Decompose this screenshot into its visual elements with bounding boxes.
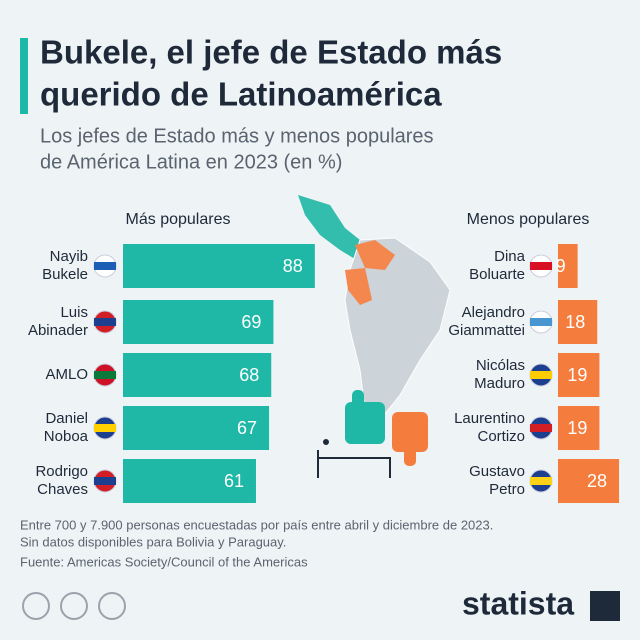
bar xyxy=(558,300,598,344)
value-label: 88 xyxy=(283,256,303,276)
bar xyxy=(123,406,270,450)
category-label: Dina Boluarte xyxy=(469,248,526,283)
flag-band xyxy=(530,318,552,326)
category-label: Laurentino Cortizo xyxy=(454,410,525,445)
title-line: Bukele, el jefe de Estado más xyxy=(40,34,502,71)
license-icons xyxy=(22,592,126,620)
value-label: 28 xyxy=(587,471,607,491)
bar xyxy=(558,244,578,288)
category-label: Alejandro Giammattei xyxy=(448,304,525,339)
thumbs-icon xyxy=(317,390,428,478)
map xyxy=(298,195,451,421)
category-label: AMLO xyxy=(45,366,88,383)
bar xyxy=(558,406,600,450)
accent-bar xyxy=(20,38,28,114)
flag-band xyxy=(94,424,116,432)
value-label: 19 xyxy=(567,365,587,385)
value-label: 68 xyxy=(239,365,259,385)
flag-band xyxy=(94,477,116,485)
flag-band xyxy=(530,371,552,379)
brand-logo xyxy=(590,591,620,621)
value-label: 9 xyxy=(556,256,566,276)
bar xyxy=(558,459,620,503)
source: Fuente: Americas Society/Council of the … xyxy=(20,554,308,569)
value-label: 69 xyxy=(241,312,261,332)
note: Sin datos disponibles para Bolivia y Par… xyxy=(20,534,286,549)
bar xyxy=(123,244,315,288)
flag-band xyxy=(530,262,552,270)
value-label: 19 xyxy=(567,418,587,438)
subtitle-line: de América Latina en 2023 (en %) xyxy=(40,151,342,173)
bar xyxy=(123,353,272,397)
chart-title: Menos populares xyxy=(467,211,590,228)
brand: statista xyxy=(462,585,574,621)
title-line: querido de Latinoamérica xyxy=(40,76,442,113)
category-label: Nayib Bukele xyxy=(42,248,88,283)
bar xyxy=(123,300,274,344)
bar xyxy=(123,459,256,503)
value-label: 61 xyxy=(224,471,244,491)
flag-band xyxy=(94,371,116,379)
category-label: Gustavo Petro xyxy=(469,463,525,498)
category-label: Nicólas Maduro xyxy=(474,357,525,392)
category-label: Luis Abinader xyxy=(28,304,88,339)
value-label: 18 xyxy=(565,312,585,332)
bar xyxy=(558,353,600,397)
flag-band xyxy=(94,262,116,270)
value-label: 67 xyxy=(237,418,257,438)
flag-band xyxy=(94,318,116,326)
subtitle-line: Los jefes de Estado más y menos populare… xyxy=(40,125,434,147)
note: Entre 700 y 7.900 personas encuestadas p… xyxy=(20,517,493,532)
flag-band xyxy=(530,424,552,432)
category-label: Rodrigo Chaves xyxy=(35,463,88,498)
chart-title: Más populares xyxy=(126,211,231,228)
category-label: Daniel Noboa xyxy=(44,410,89,445)
flag-band xyxy=(530,477,552,485)
